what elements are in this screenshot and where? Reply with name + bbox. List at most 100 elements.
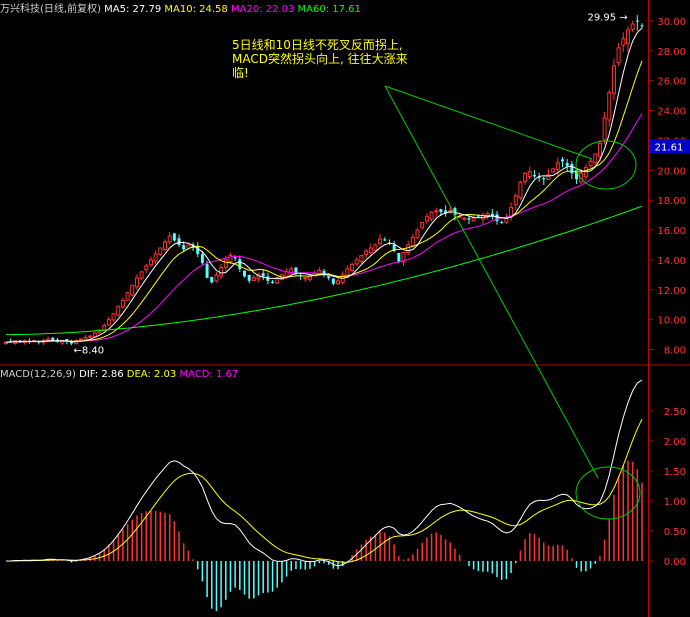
price-tick-label: 18.00 <box>657 196 686 207</box>
candle <box>233 257 237 259</box>
candle <box>148 259 153 266</box>
candle <box>261 273 265 277</box>
candle <box>289 268 294 275</box>
candle <box>579 172 584 183</box>
candle <box>532 175 536 177</box>
dif-label: DIF: 2.86 <box>79 369 124 380</box>
candle <box>223 259 228 268</box>
candle <box>523 172 528 182</box>
candle <box>307 275 312 281</box>
candle <box>537 176 541 178</box>
price-tick-label: 28.00 <box>657 47 686 58</box>
price-tick-label: 10.00 <box>657 316 686 327</box>
macd-header: MACD(12,26,9) DIF: 2.86 DEA: 2.03 MACD: … <box>0 369 238 380</box>
candle <box>111 313 116 321</box>
candle <box>158 247 163 255</box>
candle <box>182 245 186 250</box>
candle <box>69 341 73 344</box>
candle <box>177 238 181 245</box>
candle <box>37 341 41 343</box>
macd-histogram <box>14 460 643 612</box>
dea-line <box>6 418 643 563</box>
ma20-line <box>6 113 643 343</box>
candle <box>120 299 125 308</box>
candle <box>46 338 51 341</box>
candle <box>397 252 401 262</box>
price-tick-label: 8.00 <box>664 346 686 357</box>
candle <box>467 218 471 220</box>
candle <box>527 171 532 177</box>
candle <box>611 65 616 94</box>
candle <box>640 25 644 27</box>
candle <box>144 265 149 271</box>
candle <box>471 217 476 222</box>
ma10-line <box>6 60 643 343</box>
ma60-label: MA60: 17.61 <box>297 4 361 15</box>
candle <box>616 47 621 64</box>
candle <box>392 244 396 251</box>
candle <box>607 92 612 121</box>
candle <box>401 251 406 263</box>
candle <box>51 337 55 341</box>
candle <box>551 168 556 173</box>
candle <box>434 210 439 213</box>
candle <box>368 247 373 254</box>
candle <box>172 233 176 241</box>
price-tick-label: 24.00 <box>657 107 686 118</box>
candle <box>92 332 97 338</box>
ma60-line <box>6 205 643 336</box>
candle <box>228 254 233 263</box>
candle <box>186 244 191 249</box>
candle <box>453 208 457 216</box>
candle <box>163 241 167 251</box>
candle <box>88 335 93 338</box>
dif-line <box>6 379 643 567</box>
stock-title: 万兴科技(日线,前复权) <box>0 4 101 15</box>
candle <box>354 259 359 265</box>
candle <box>139 271 144 279</box>
candle <box>191 244 195 248</box>
current-price-label: 21.61 <box>655 142 684 153</box>
current-price-box <box>649 139 690 154</box>
macd-tick-label: 1.50 <box>664 467 686 478</box>
candle <box>462 217 467 220</box>
candle <box>439 209 443 213</box>
annotation-note: 5日线和10日线不死叉反而拐上, MACD突然拐头向上, 往往大涨来 临! <box>232 38 452 80</box>
candle <box>294 267 298 274</box>
candle <box>284 271 289 277</box>
price-tick-label: 12.00 <box>657 286 686 297</box>
candle <box>200 254 204 263</box>
price-tick-label: 16.00 <box>657 226 686 237</box>
candle <box>476 215 480 217</box>
candle <box>205 264 209 278</box>
candle <box>83 337 88 340</box>
candle <box>420 222 425 229</box>
macd-tick-label: 0.50 <box>664 527 686 538</box>
candle <box>350 263 355 271</box>
ma20-label: MA20: 22.03 <box>230 4 295 15</box>
candle <box>106 319 111 326</box>
macd-value-label: MACD: 1.67 <box>179 369 239 380</box>
candle <box>322 270 326 275</box>
low-price-label: ←8.40 <box>73 346 104 357</box>
candle <box>406 244 411 254</box>
price-tick-label: 20.00 <box>657 166 686 177</box>
candle <box>238 259 242 269</box>
candle <box>275 277 280 284</box>
candle <box>429 211 434 220</box>
annotation-circle-macd <box>575 466 641 520</box>
high-price-label: 29.95 → <box>587 13 627 24</box>
annotation-arrow-macd <box>384 85 599 479</box>
macd-tick-label: 0.00 <box>664 557 686 568</box>
candle <box>575 170 579 180</box>
candle <box>518 181 523 199</box>
candle <box>597 142 602 157</box>
ma10-label: MA10: 24.58 <box>164 4 228 15</box>
candle <box>373 244 378 251</box>
candle <box>134 277 139 288</box>
candle <box>153 253 158 262</box>
candle <box>570 164 574 174</box>
candle <box>125 292 130 301</box>
candle <box>410 237 415 247</box>
ma5-line <box>6 27 643 343</box>
